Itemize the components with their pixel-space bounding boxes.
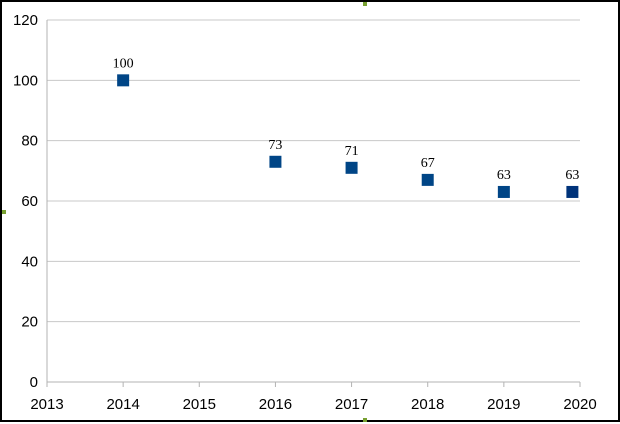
x-tick-label: 2016 <box>259 396 292 413</box>
y-tick-label: 40 <box>21 253 38 270</box>
data-label: 100 <box>113 56 134 71</box>
y-tick-label: 0 <box>30 374 38 391</box>
y-tick-label: 100 <box>13 72 38 89</box>
data-point[interactable] <box>497 185 510 198</box>
data-label: 73 <box>268 138 282 153</box>
x-tick-label: 2014 <box>106 396 139 413</box>
data-label: 71 <box>345 144 359 159</box>
y-tick-label: 20 <box>21 314 38 331</box>
x-tick-label: 2017 <box>335 396 368 413</box>
x-tick-label: 2013 <box>30 396 63 413</box>
x-tick-label: 2018 <box>411 396 444 413</box>
y-tick-label: 120 <box>13 12 38 29</box>
y-tick-label: 80 <box>21 133 38 150</box>
data-point[interactable] <box>566 185 579 198</box>
x-tick-label: 2015 <box>183 396 216 413</box>
resize-handle-bottom[interactable] <box>363 418 367 422</box>
data-label: 63 <box>565 168 579 183</box>
data-point[interactable] <box>269 155 282 168</box>
data-label: 67 <box>421 156 435 171</box>
y-tick-label: 60 <box>21 193 38 210</box>
x-tick-label: 2020 <box>563 396 596 413</box>
data-label: 63 <box>497 168 511 183</box>
data-point[interactable] <box>421 173 434 186</box>
x-tick-label: 2019 <box>487 396 520 413</box>
resize-handle-left[interactable] <box>2 210 6 214</box>
data-point[interactable] <box>345 161 358 174</box>
data-point[interactable] <box>117 74 130 87</box>
resize-handle-top[interactable] <box>363 2 367 6</box>
